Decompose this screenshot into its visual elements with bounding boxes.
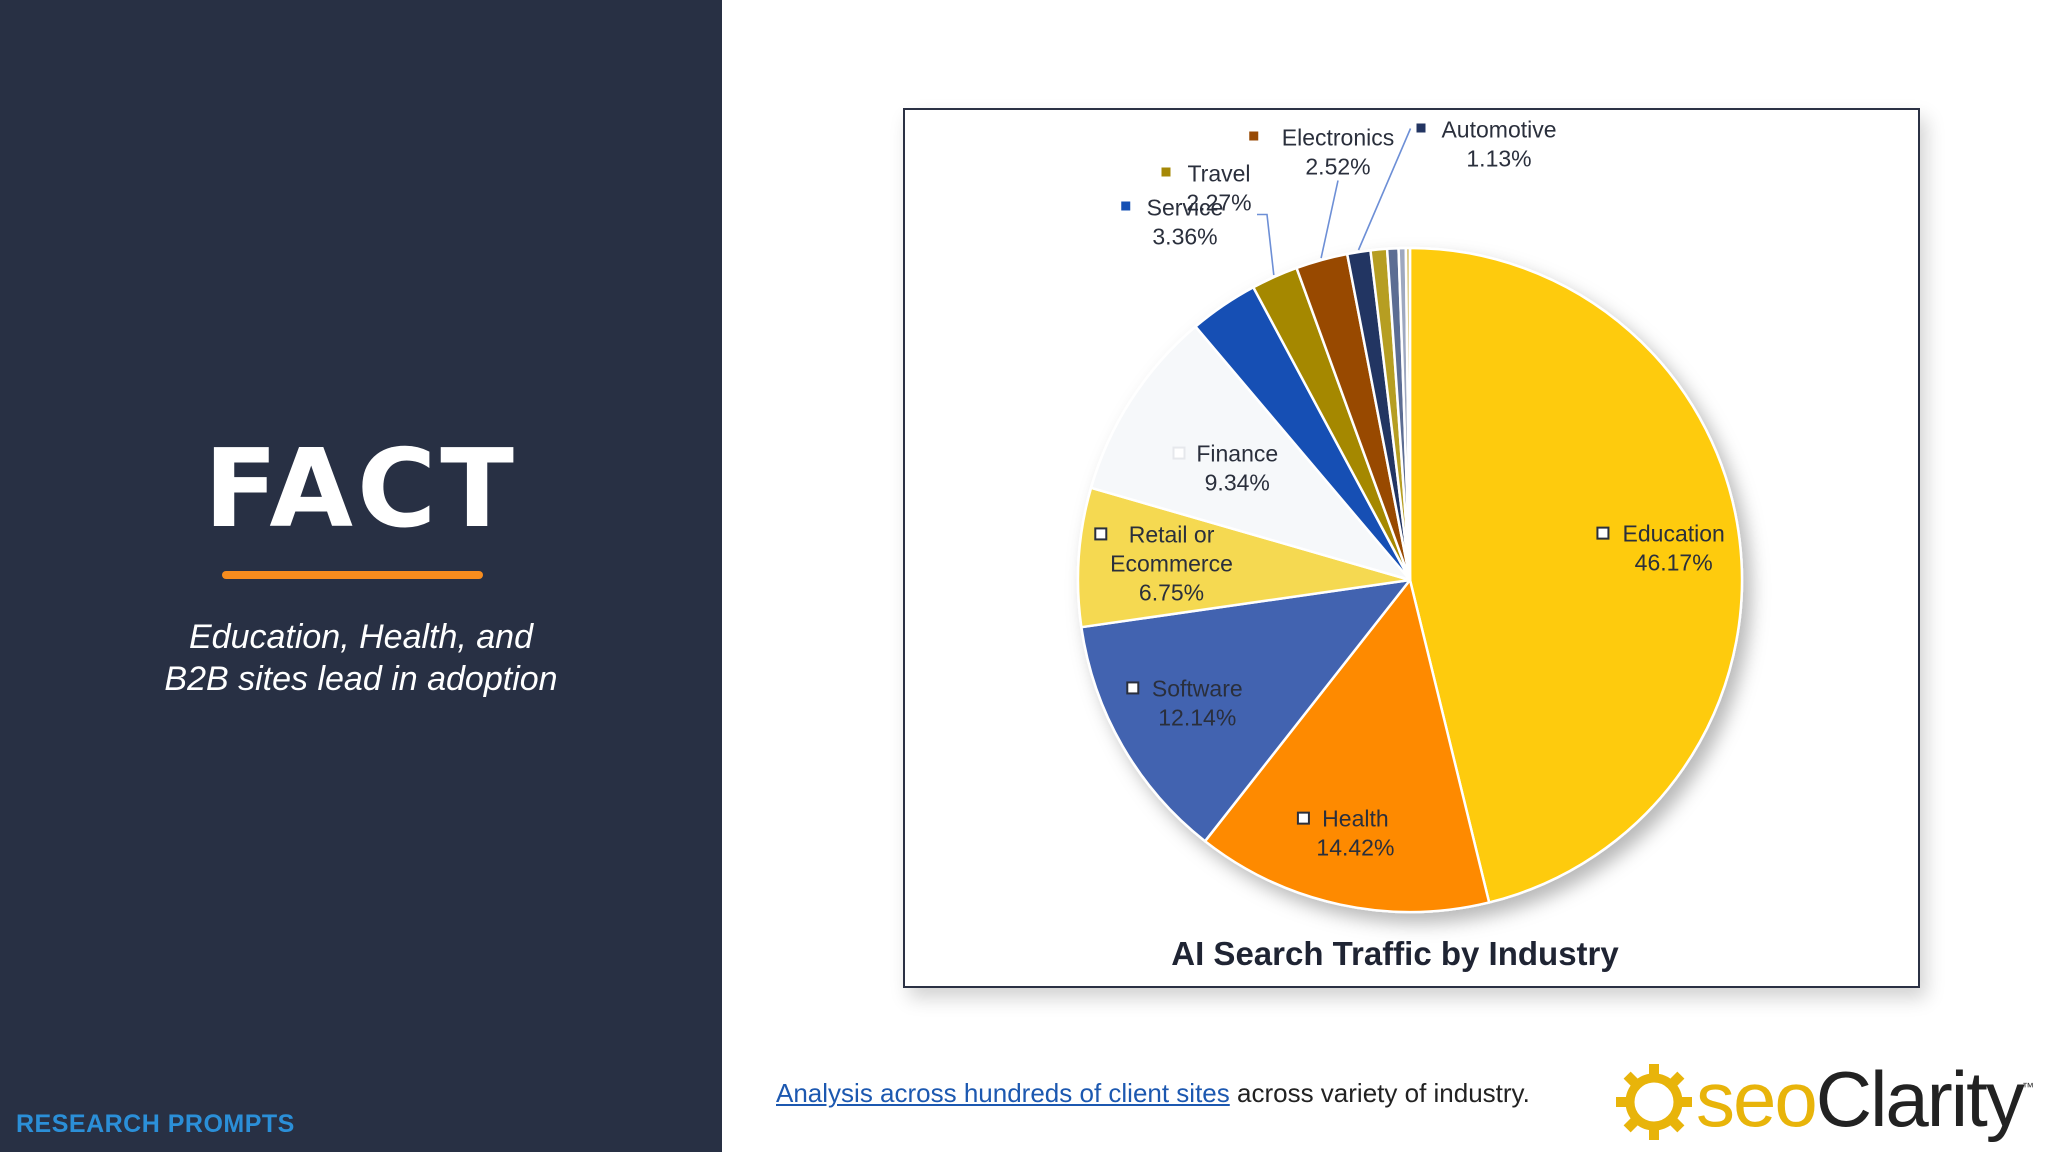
label-service: Service 3.36% bbox=[1121, 195, 1223, 250]
sun-logo-icon bbox=[1616, 1064, 1692, 1140]
label-text-retail-or-ecommerce-2: Ecommerce bbox=[1110, 550, 1233, 576]
label-text-education: Education bbox=[1623, 521, 1725, 547]
label-text-travel: Travel bbox=[1187, 161, 1250, 187]
label-text-service: Service bbox=[1147, 195, 1224, 221]
label-text-electronics: Electronics bbox=[1282, 125, 1394, 151]
label-text-software: Software bbox=[1152, 675, 1243, 701]
value-label-service: 3.36% bbox=[1152, 224, 1217, 250]
marker-travel bbox=[1161, 167, 1171, 177]
chart-frame: Education 46.17% Health 14.42% Software 12.14… bbox=[903, 108, 1920, 988]
label-finance: Finance 9.34% bbox=[1172, 441, 1278, 496]
label-software: Software 12.14% bbox=[1126, 675, 1243, 730]
label-retail-or-ecommerce: Retail or Ecommerce 6.75% bbox=[1094, 521, 1233, 605]
pie-slice-education bbox=[1408, 246, 1744, 904]
marker-software bbox=[1126, 681, 1140, 695]
chart-title: AI Search Traffic by Industry bbox=[1171, 935, 1619, 972]
label-electronics: Electronics 2.52% bbox=[1249, 125, 1394, 259]
label-automotive: Automotive 1.13% bbox=[1357, 117, 1557, 251]
fact-heading: FACT bbox=[204, 427, 518, 552]
seoclarity-logo: seoClarity ™ bbox=[1612, 1050, 2042, 1150]
marker-service bbox=[1121, 201, 1131, 211]
pie-slice-software bbox=[1080, 578, 1412, 843]
value-label-education: 46.17% bbox=[1635, 550, 1713, 576]
marker-electronics bbox=[1249, 131, 1259, 141]
label-text-health: Health bbox=[1322, 806, 1388, 832]
logo-clarity: Clarity bbox=[1815, 1055, 2025, 1143]
heading-underline bbox=[222, 571, 483, 579]
marker-automotive bbox=[1416, 123, 1426, 133]
leader-electronics bbox=[1320, 180, 1339, 259]
label-health: Health 14.42% bbox=[1296, 806, 1394, 861]
pie-slice-other-12 bbox=[1404, 246, 1412, 582]
value-label-health: 14.42% bbox=[1316, 835, 1394, 861]
pie-slices bbox=[1076, 246, 1744, 914]
label-text-finance: Finance bbox=[1196, 441, 1278, 467]
analysis-link[interactable]: Analysis across hundreds of client sites bbox=[776, 1078, 1230, 1108]
logo-trademark: ™ bbox=[2022, 1080, 2034, 1094]
value-label-software: 12.14% bbox=[1158, 704, 1236, 730]
subtitle-line-1: Education, Health, and bbox=[188, 618, 534, 656]
pie-slice-retail-or-ecommerce bbox=[1076, 486, 1412, 629]
value-label-retail-or-ecommerce: 6.75% bbox=[1139, 579, 1204, 605]
subtitle-line-2: B2B sites lead in adoption bbox=[164, 660, 558, 698]
pie-slice-finance bbox=[1089, 325, 1412, 582]
label-text-retail-or-ecommerce-1: Retail or bbox=[1129, 521, 1215, 547]
logo-wordmark: seoClarity bbox=[1696, 1054, 2025, 1144]
marker-health bbox=[1296, 811, 1310, 825]
pie-chart: Education 46.17% Health 14.42% Software 12.14… bbox=[1076, 117, 1744, 972]
marker-retail-or-ecommerce bbox=[1094, 527, 1108, 541]
fact-subtitle: Education, Health, and B2B sites lead in… bbox=[0, 616, 722, 700]
caption-rest: across variety of industry. bbox=[1229, 1078, 1530, 1108]
label-education: Education 46.17% bbox=[1596, 521, 1725, 576]
source-caption: Analysis across hundreds of client sites… bbox=[776, 1078, 1530, 1109]
value-label-automotive: 1.13% bbox=[1466, 146, 1531, 172]
value-label-travel: 2.27% bbox=[1186, 190, 1251, 216]
label-text-automotive: Automotive bbox=[1441, 117, 1556, 143]
research-prompts-brand: RESEARCH PROMPTS bbox=[16, 1110, 295, 1138]
label-travel: Travel 2.27% bbox=[1161, 161, 1275, 276]
leader-automotive bbox=[1357, 128, 1412, 251]
logo-seo: seo bbox=[1696, 1055, 1818, 1143]
leader-travel bbox=[1257, 213, 1275, 276]
marker-finance bbox=[1172, 446, 1186, 460]
value-label-electronics: 2.52% bbox=[1305, 154, 1370, 180]
pie-slice-health bbox=[1203, 578, 1491, 914]
value-label-finance: 9.34% bbox=[1205, 470, 1270, 496]
marker-education bbox=[1596, 526, 1610, 540]
left-panel: FACT Education, Health, and B2B sites le… bbox=[0, 0, 722, 1152]
